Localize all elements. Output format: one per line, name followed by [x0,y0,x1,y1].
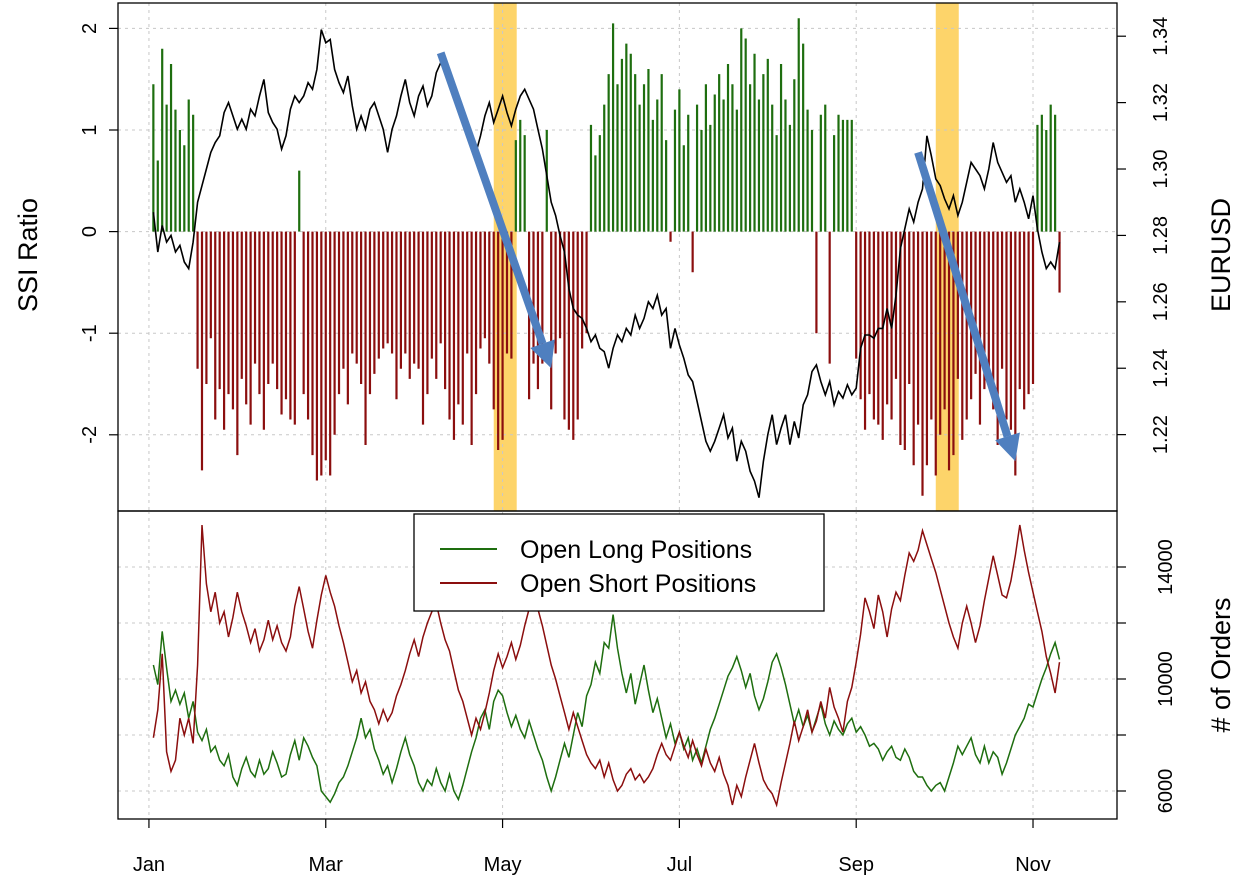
eurusd-axis: 1.34 1.32 1.30 1.28 1.26 1.24 1.22 [1117,17,1172,454]
trend-arrow-head-1 [530,339,555,369]
month-tick-label: May [484,854,522,876]
orders-axis: 14000 10000 6000 [1117,539,1177,813]
ssi-tick-label: 2 [79,23,101,34]
ssi-tick-label: 1 [79,124,101,135]
ssi-axis: 2 1 0 -1 -2 [79,23,118,444]
eurusd-tick-label: 1.26 [1150,282,1172,321]
legend-label-short: Open Short Positions [520,570,756,598]
open-long-line [152,614,1061,804]
ssi-ratio-axis-title: SSI Ratio [13,198,43,312]
eurusd-tick-label: 1.32 [1150,83,1172,122]
ssi-tick-label: -2 [79,426,101,444]
legend-box [413,513,825,612]
orders-tick-label: 14000 [1155,539,1177,595]
ssi-tick-label: -1 [79,324,101,342]
month-tick-label: Jan [133,854,165,876]
month-tick-label: Sep [838,854,874,876]
orders-tick-label: 10000 [1155,651,1177,707]
legend-label-long: Open Long Positions [520,536,752,564]
eurusd-axis-title: EURUSD [1206,198,1236,312]
bottom-panel-frame [117,510,1118,820]
trend-arrow-shaft-1 [436,51,547,346]
eurusd-tick-label: 1.24 [1150,349,1172,388]
eurusd-tick-label: 1.30 [1150,150,1172,189]
ssi-bars [152,18,1061,496]
month-axis: Jan Mar May Jul Sep Nov [133,819,1051,876]
month-tick-label: Mar [309,854,344,876]
open-short-line [152,524,1061,808]
eurusd-tick-label: 1.22 [1150,415,1172,454]
trend-arrow-shaft-2 [914,151,1012,438]
trend-arrows [436,51,1020,462]
eurusd-price-line [152,29,1061,498]
ssi-panel: 2 1 0 -1 -2 1.34 1.32 1.30 1.28 1.26 1.24 1.22 SSI… [13,2,1236,512]
eurusd-tick-label: 1.34 [1150,17,1172,56]
month-tick-label: Jul [667,854,693,876]
trend-arrow-head-2 [995,432,1020,462]
legend: Open Long Positions Open Short Positions [413,513,825,612]
orders-tick-label: 6000 [1155,769,1177,814]
month-tick-label: Nov [1015,854,1051,876]
orders-panel: 14000 10000 6000 Jan Mar May Jul Sep Nov # of O… [117,510,1236,876]
orders-axis-title: # of Orders [1206,597,1236,732]
eurusd-tick-label: 1.28 [1150,216,1172,255]
ssi-tick-label: 0 [79,226,101,237]
